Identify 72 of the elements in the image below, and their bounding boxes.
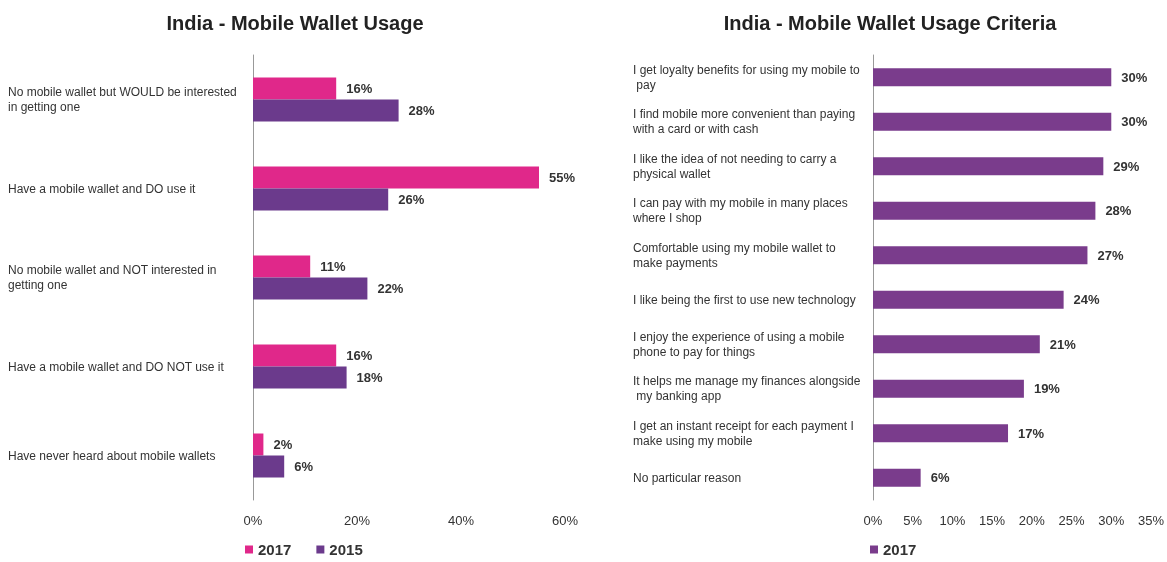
bar [253, 277, 368, 300]
y-tick-label: Have a mobile wallet and DO NOT use it [8, 359, 225, 374]
y-tick-label: I get an instant receipt for each payment I make using my mobile [633, 418, 858, 448]
bar [253, 188, 389, 211]
y-tick-label: I get loyalty benefits for using my mobile to pay [633, 62, 861, 92]
data-label: 29% [1113, 158, 1140, 174]
data-label: 6% [294, 459, 314, 474]
x-tick-label: 30% [1098, 513, 1125, 528]
data-label: 2% [273, 437, 293, 452]
x-tick-label: 20% [1018, 513, 1046, 528]
y-tick-label: Have never heard about mobile wallets [8, 448, 216, 463]
data-label: 21% [1049, 336, 1077, 352]
data-label: 24% [1073, 292, 1101, 308]
y-tick-label: No particular reason [633, 470, 742, 485]
x-tick-label: 15% [979, 513, 1006, 528]
data-label: 16% [346, 81, 373, 96]
y-tick-label: I like the idea of not needing to carry a physical wallet [633, 151, 840, 181]
x-tick-label: 40% [447, 513, 475, 528]
x-tick-label: 5% [903, 513, 923, 528]
data-label: 30% [1121, 114, 1148, 130]
y-tick-label: Have a mobile wallet and DO use it [8, 181, 197, 196]
bar [873, 157, 1104, 176]
bar [873, 112, 1112, 131]
chart-title: India - Mobile Wallet Usage [166, 12, 424, 34]
data-label: 11% [320, 259, 346, 274]
bar [253, 166, 539, 189]
y-tick-label: I can pay with my mobile in many places where I shop [632, 196, 852, 226]
chart-title: India - Mobile Wallet Usage Criteria [723, 12, 1058, 34]
bar [873, 68, 1112, 87]
y-tick-label: No mobile wallet and NOT interested in getting one [8, 263, 220, 292]
bar [873, 201, 1096, 220]
x-tick-label: 35% [1137, 513, 1165, 528]
data-label: 27% [1097, 247, 1124, 263]
bar [253, 366, 347, 389]
x-tick-label: 0% [243, 513, 263, 528]
y-tick-label: It helps me manage my finances alongside my banking app [633, 374, 861, 404]
data-label: 17% [1018, 425, 1045, 441]
bar [253, 455, 285, 478]
data-label: 55% [549, 170, 576, 185]
y-tick-label: Comfortable using my mobile wallet to make payments [633, 240, 840, 270]
bar [873, 246, 1088, 265]
bar [253, 77, 337, 100]
bar [873, 335, 1040, 354]
bar [873, 290, 1064, 309]
y-tick-label: I find mobile more convenient than paying with a card or with cash [632, 107, 859, 137]
x-tick-label: 0% [863, 513, 883, 528]
bar [253, 255, 311, 278]
bar [873, 379, 1024, 398]
data-label: 28% [1105, 203, 1132, 219]
data-label: 16% [346, 348, 373, 363]
data-label: 18% [356, 370, 384, 385]
x-tick-label: 25% [1058, 513, 1086, 528]
legend-label: 2015 [329, 541, 363, 558]
bar [873, 424, 1009, 443]
legend-label: 2017 [258, 541, 292, 558]
data-label: 22% [377, 281, 404, 296]
data-label: 28% [408, 103, 436, 118]
bar [253, 344, 337, 367]
x-tick-label: 10% [939, 513, 966, 528]
data-label: 30% [1121, 69, 1148, 85]
y-tick-label: I like being the first to use new technology [633, 292, 856, 307]
data-label: 6% [930, 470, 950, 486]
legend-label: 2017 [883, 541, 917, 558]
data-label: 19% [1033, 381, 1061, 397]
y-tick-label: No mobile wallet but WOULD be interested in getting one [8, 85, 241, 114]
x-tick-label: 20% [343, 513, 371, 528]
data-label: 26% [398, 192, 425, 207]
x-tick-label: 60% [551, 513, 579, 528]
bar [253, 99, 399, 122]
bar [873, 468, 921, 487]
bar [253, 433, 264, 456]
y-tick-label: I enjoy the experience of using a mobile phone to pay for things [633, 329, 848, 359]
